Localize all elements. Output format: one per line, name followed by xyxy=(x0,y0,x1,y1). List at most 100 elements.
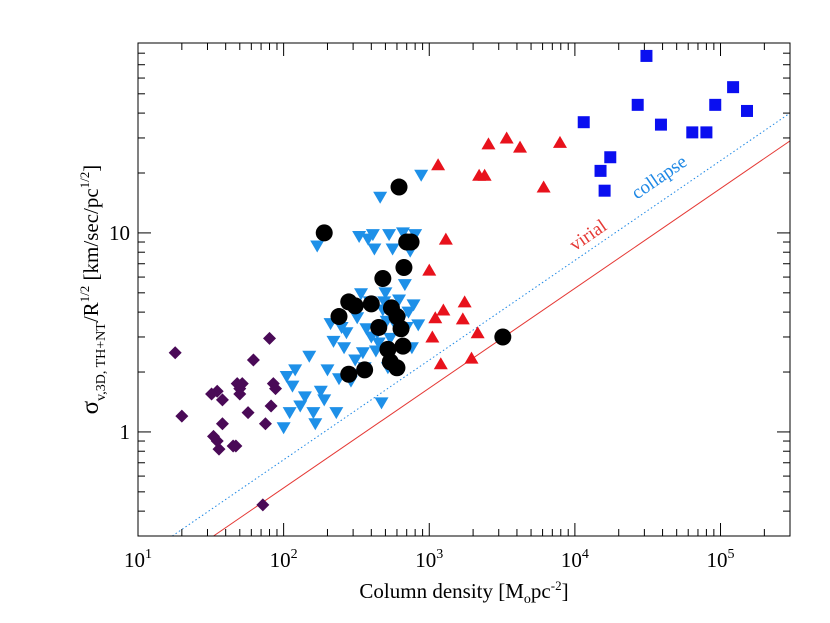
circle-point xyxy=(315,224,333,242)
triangle-up-point xyxy=(433,357,448,370)
triangle-up-point xyxy=(457,295,472,308)
triangle-down-point xyxy=(368,345,383,358)
triangle-down-point xyxy=(377,296,392,309)
square-point xyxy=(640,49,653,62)
triangle-down-point xyxy=(302,350,317,363)
circle-point xyxy=(494,328,512,346)
triangle-down-point xyxy=(329,407,344,420)
triangle-down-point xyxy=(355,347,370,360)
y-tick-label: 10 xyxy=(109,221,130,245)
triangle-up-point xyxy=(436,303,451,316)
triangle-up-point xyxy=(499,131,514,144)
circle-point xyxy=(390,178,408,196)
diamond-point xyxy=(205,387,219,401)
triangle-down-point xyxy=(279,370,294,383)
triangle-down-point xyxy=(406,299,421,312)
collapse-label: collapse xyxy=(628,151,691,204)
triangle-down-point xyxy=(397,279,412,292)
square-point xyxy=(686,126,699,139)
x-tick-label: 104 xyxy=(561,547,589,572)
circle-point xyxy=(330,308,348,326)
diamond-point xyxy=(258,417,272,431)
triangle-down-point xyxy=(339,327,354,340)
x-tick-label: 105 xyxy=(707,547,735,572)
triangle-down-point xyxy=(317,394,332,407)
triangle-up-point xyxy=(438,232,453,245)
circle-point xyxy=(388,359,406,377)
square-point xyxy=(631,98,644,111)
square-point xyxy=(654,118,667,131)
triangle-up-point xyxy=(477,168,492,181)
triangle-up-point xyxy=(464,351,479,364)
square-point xyxy=(740,104,753,117)
circle-point xyxy=(346,297,364,315)
circle-point xyxy=(374,270,392,288)
triangle-down-point xyxy=(392,294,407,307)
triangle-down-point xyxy=(383,332,398,345)
triangle-up-point xyxy=(428,311,443,324)
square-point xyxy=(700,126,713,139)
circle-point xyxy=(395,259,413,277)
triangle-up-point xyxy=(455,312,470,325)
square-point xyxy=(594,164,607,177)
triangle-down-point xyxy=(337,342,352,355)
diamond-point xyxy=(256,498,270,512)
triangle-down-point xyxy=(359,323,374,336)
triangle-down-point xyxy=(371,337,386,350)
triangle-down-point xyxy=(401,306,416,319)
triangle-down-point xyxy=(326,335,341,348)
circle-point xyxy=(370,318,388,336)
triangle-up-point xyxy=(422,263,437,276)
triangle-down-point xyxy=(306,407,321,420)
y-axis-title: σv,3D, TH+NT/R1/2 [km/sec/pc1/2] xyxy=(77,165,109,415)
square-point xyxy=(598,184,611,197)
triangle-down-point xyxy=(365,229,380,242)
triangle-down-point xyxy=(308,418,323,431)
y-tick-label: 1 xyxy=(120,420,131,444)
virial-label: virial xyxy=(566,216,611,256)
triangle-down-point xyxy=(348,354,363,367)
circle-point xyxy=(356,361,374,379)
x-tick-label: 102 xyxy=(270,547,298,572)
circle-point xyxy=(340,365,358,383)
triangle-down-point xyxy=(276,422,291,435)
triangle-up-point xyxy=(552,135,567,148)
triangle-down-point xyxy=(354,288,369,301)
diamond-point xyxy=(229,439,243,453)
circle-point xyxy=(394,337,412,355)
circle-point xyxy=(402,233,420,251)
square-point xyxy=(709,98,722,111)
triangle-down-point xyxy=(320,364,335,377)
triangle-down-point xyxy=(382,229,397,242)
triangle-up-point xyxy=(425,330,440,343)
data-points xyxy=(168,49,753,512)
triangle-down-point xyxy=(414,169,429,182)
diamond-point xyxy=(215,417,229,431)
triangle-down-point xyxy=(293,400,308,413)
diamond-point xyxy=(263,331,277,345)
axis-ticks xyxy=(137,42,791,537)
triangle-down-point xyxy=(395,227,410,240)
triangle-down-point xyxy=(350,312,365,325)
square-point xyxy=(604,151,617,164)
triangle-up-point xyxy=(470,326,485,339)
x-axis-title: Column density [Mopc-2] xyxy=(359,578,568,607)
diamond-point xyxy=(235,377,249,391)
x-tick-label: 101 xyxy=(124,547,152,572)
triangle-up-point xyxy=(513,140,528,153)
diamond-point xyxy=(246,353,260,367)
triangle-up-point xyxy=(536,180,551,193)
triangle-down-point xyxy=(313,385,328,398)
triangle-down-point xyxy=(373,191,388,204)
diamond-point xyxy=(233,387,247,401)
diamond-point xyxy=(215,393,229,407)
triangle-down-point xyxy=(385,243,400,256)
diamond-point xyxy=(241,406,255,420)
triangle-down-point xyxy=(367,243,382,256)
collapse-line xyxy=(172,112,790,536)
triangle-down-point xyxy=(282,407,297,420)
triangle-down-point xyxy=(285,380,300,393)
circle-point xyxy=(362,295,380,313)
